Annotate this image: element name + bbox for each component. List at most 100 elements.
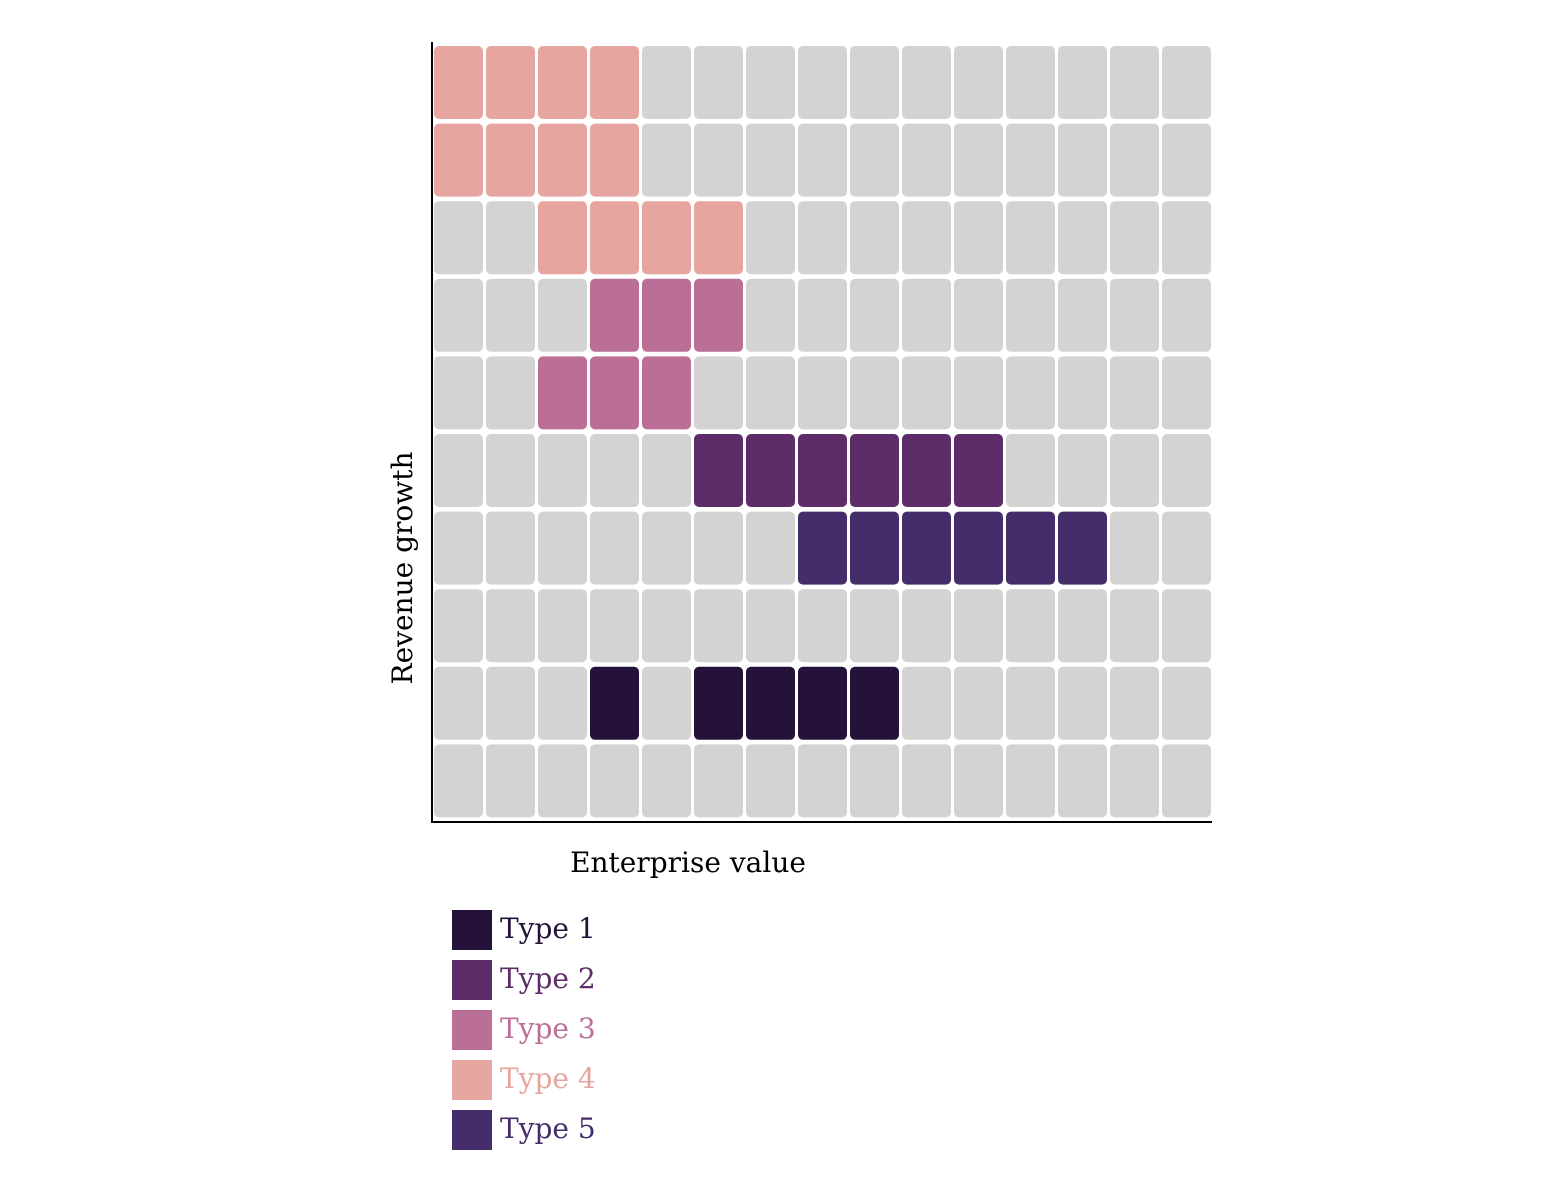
cell-empty [1110,589,1159,663]
cell-empty [798,356,847,430]
cell-empty [1162,123,1211,197]
cell-type-2 [798,434,847,507]
cell-empty [850,201,899,275]
cell-type-1 [798,666,847,740]
legend-label-4: Type 4 [500,1062,596,1095]
cell-type-2 [902,434,951,507]
legend-swatch-4 [452,1060,492,1100]
cell-empty [694,46,743,119]
cell-empty [954,123,1003,197]
cell-empty [1058,201,1107,275]
cell-empty [1058,666,1107,740]
cell-type-5 [954,511,1003,585]
cell-type-5 [850,511,899,585]
cell-empty [1162,46,1211,119]
cell-empty [902,744,951,818]
cell-type-4 [590,46,639,119]
cell-empty [486,356,535,430]
cell-empty [850,744,899,818]
cell-empty [954,46,1003,119]
cell-type-2 [954,434,1003,507]
cell-type-4 [434,46,483,119]
cell-empty [1058,278,1107,352]
cell-empty [486,201,535,275]
legend-swatch-2 [452,960,492,1000]
cell-empty [694,744,743,818]
cell-empty [1006,201,1055,275]
cell-empty [1058,356,1107,430]
cell-empty [798,278,847,352]
cell-empty [798,589,847,663]
cell-type-4 [642,201,691,275]
cell-empty [642,744,691,818]
cell-empty [902,666,951,740]
cell-type-5 [1058,511,1107,585]
cell-type-4 [434,123,483,197]
cell-type-4 [590,201,639,275]
cell-empty [538,278,587,352]
cell-type-3 [538,356,587,430]
cell-empty [1110,46,1159,119]
cell-empty [746,123,795,197]
cell-empty [746,589,795,663]
cell-empty [434,201,483,275]
cell-empty [1110,666,1159,740]
cell-type-4 [538,201,587,275]
cell-type-3 [642,278,691,352]
cell-type-1 [590,666,639,740]
cell-empty [902,123,951,197]
cell-empty [434,511,483,585]
cell-empty [1006,744,1055,818]
cell-empty [694,123,743,197]
cell-empty [850,589,899,663]
cell-type-4 [538,123,587,197]
cell-empty [1110,434,1159,507]
cell-empty [486,666,535,740]
cell-empty [1162,666,1211,740]
cell-type-3 [590,356,639,430]
cell-empty [798,744,847,818]
cell-empty [746,356,795,430]
cell-empty [434,356,483,430]
cell-empty [850,46,899,119]
cell-type-2 [850,434,899,507]
cell-type-4 [538,46,587,119]
cell-empty [1110,123,1159,197]
cell-type-4 [486,46,535,119]
axes [431,42,1212,823]
legend-label-2: Type 2 [500,962,596,995]
cell-empty [798,201,847,275]
cell-empty [1162,201,1211,275]
cell-empty [798,46,847,119]
cell-empty [954,589,1003,663]
cell-empty [1110,744,1159,818]
cell-type-5 [1006,511,1055,585]
cell-empty [486,744,535,818]
cell-empty [850,278,899,352]
cell-empty [902,356,951,430]
cell-empty [538,511,587,585]
cell-empty [590,511,639,585]
cell-empty [954,666,1003,740]
cell-type-1 [746,666,795,740]
legend-swatch-3 [452,1010,492,1050]
cell-empty [1058,434,1107,507]
cell-type-2 [694,434,743,507]
cell-empty [902,589,951,663]
cell-empty [1006,434,1055,507]
cell-empty [954,356,1003,430]
cell-empty [642,46,691,119]
cell-empty [642,434,691,507]
cell-empty [798,123,847,197]
cell-empty [850,123,899,197]
cell-empty [902,278,951,352]
cell-empty [1006,666,1055,740]
cell-empty [746,46,795,119]
cell-empty [486,434,535,507]
legend: Type 1 Type 2 Type 3 Type 4 Type 5 [452,910,596,1150]
legend-swatch-1 [452,910,492,950]
cell-empty [746,511,795,585]
cell-empty [642,666,691,740]
cell-empty [954,744,1003,818]
cell-empty [746,744,795,818]
